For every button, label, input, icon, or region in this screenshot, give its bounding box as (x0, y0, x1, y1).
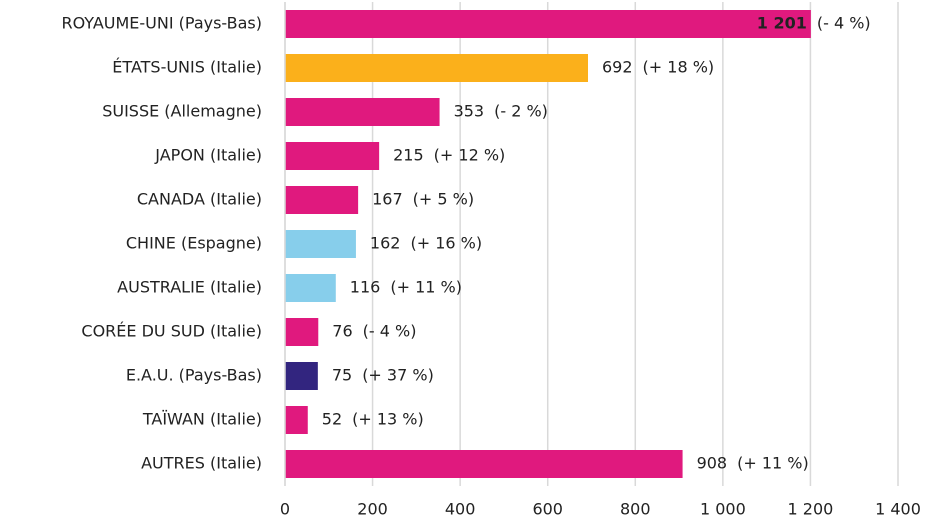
x-tick-label: 1 200 (788, 500, 834, 519)
x-tick-label: 1 000 (700, 500, 746, 519)
y-tick-label: ROYAUME-UNI (Pays-Bas) (61, 14, 262, 33)
change-label: (+ 18 %) (643, 58, 715, 77)
value-label: 52 (322, 410, 342, 429)
bar (285, 54, 588, 82)
bar (285, 362, 318, 390)
bar (285, 10, 811, 38)
value-label: 167 (372, 190, 403, 209)
y-tick-label: CORÉE DU SUD (Italie) (81, 322, 262, 341)
change-label: (+ 16 %) (410, 234, 482, 253)
value-label: 75 (332, 366, 352, 385)
change-label: (+ 13 %) (352, 410, 424, 429)
x-tick-label: 200 (357, 500, 388, 519)
y-tick-label: CANADA (Italie) (137, 190, 262, 209)
change-label: (+ 11 %) (390, 278, 462, 297)
y-tick-label: ÉTATS-UNIS (Italie) (112, 58, 262, 77)
change-label: (+ 12 %) (434, 146, 506, 165)
bar (285, 186, 359, 214)
value-label: 162 (370, 234, 401, 253)
value-label: 908 (697, 454, 728, 473)
value-label: 215 (393, 146, 424, 165)
y-tick-label: CHINE (Espagne) (126, 234, 262, 253)
value-label: 1 201 (757, 14, 807, 33)
y-tick-label: JAPON (Italie) (154, 146, 262, 165)
y-tick-label: AUTRES (Italie) (141, 454, 262, 473)
change-label: (+ 5 %) (413, 190, 474, 209)
bar (285, 318, 319, 346)
x-tick-label: 600 (532, 500, 563, 519)
bar (285, 274, 336, 302)
x-tick-label: 400 (445, 500, 476, 519)
value-label: 116 (350, 278, 381, 297)
x-tick-label: 1 400 (875, 500, 921, 519)
y-tick-label: E.A.U. (Pays-Bas) (126, 366, 262, 385)
change-label: (- 4 %) (363, 322, 417, 341)
change-label: (- 2 %) (494, 102, 548, 121)
bar (285, 450, 683, 478)
x-tick-label: 0 (280, 500, 290, 519)
change-label: (- 4 %) (817, 14, 871, 33)
bar (285, 98, 440, 126)
change-label: (+ 11 %) (737, 454, 809, 473)
value-label: 692 (602, 58, 633, 77)
bar (285, 142, 380, 170)
change-label: (+ 37 %) (362, 366, 434, 385)
y-tick-label: AUSTRALIE (Italie) (117, 278, 262, 297)
y-tick-label: TAÏWAN (Italie) (142, 410, 262, 429)
value-label: 76 (332, 322, 352, 341)
value-label: 353 (454, 102, 485, 121)
y-tick-label: SUISSE (Allemagne) (102, 102, 262, 121)
bar (285, 230, 356, 258)
x-tick-label: 800 (620, 500, 651, 519)
bar (285, 406, 308, 434)
